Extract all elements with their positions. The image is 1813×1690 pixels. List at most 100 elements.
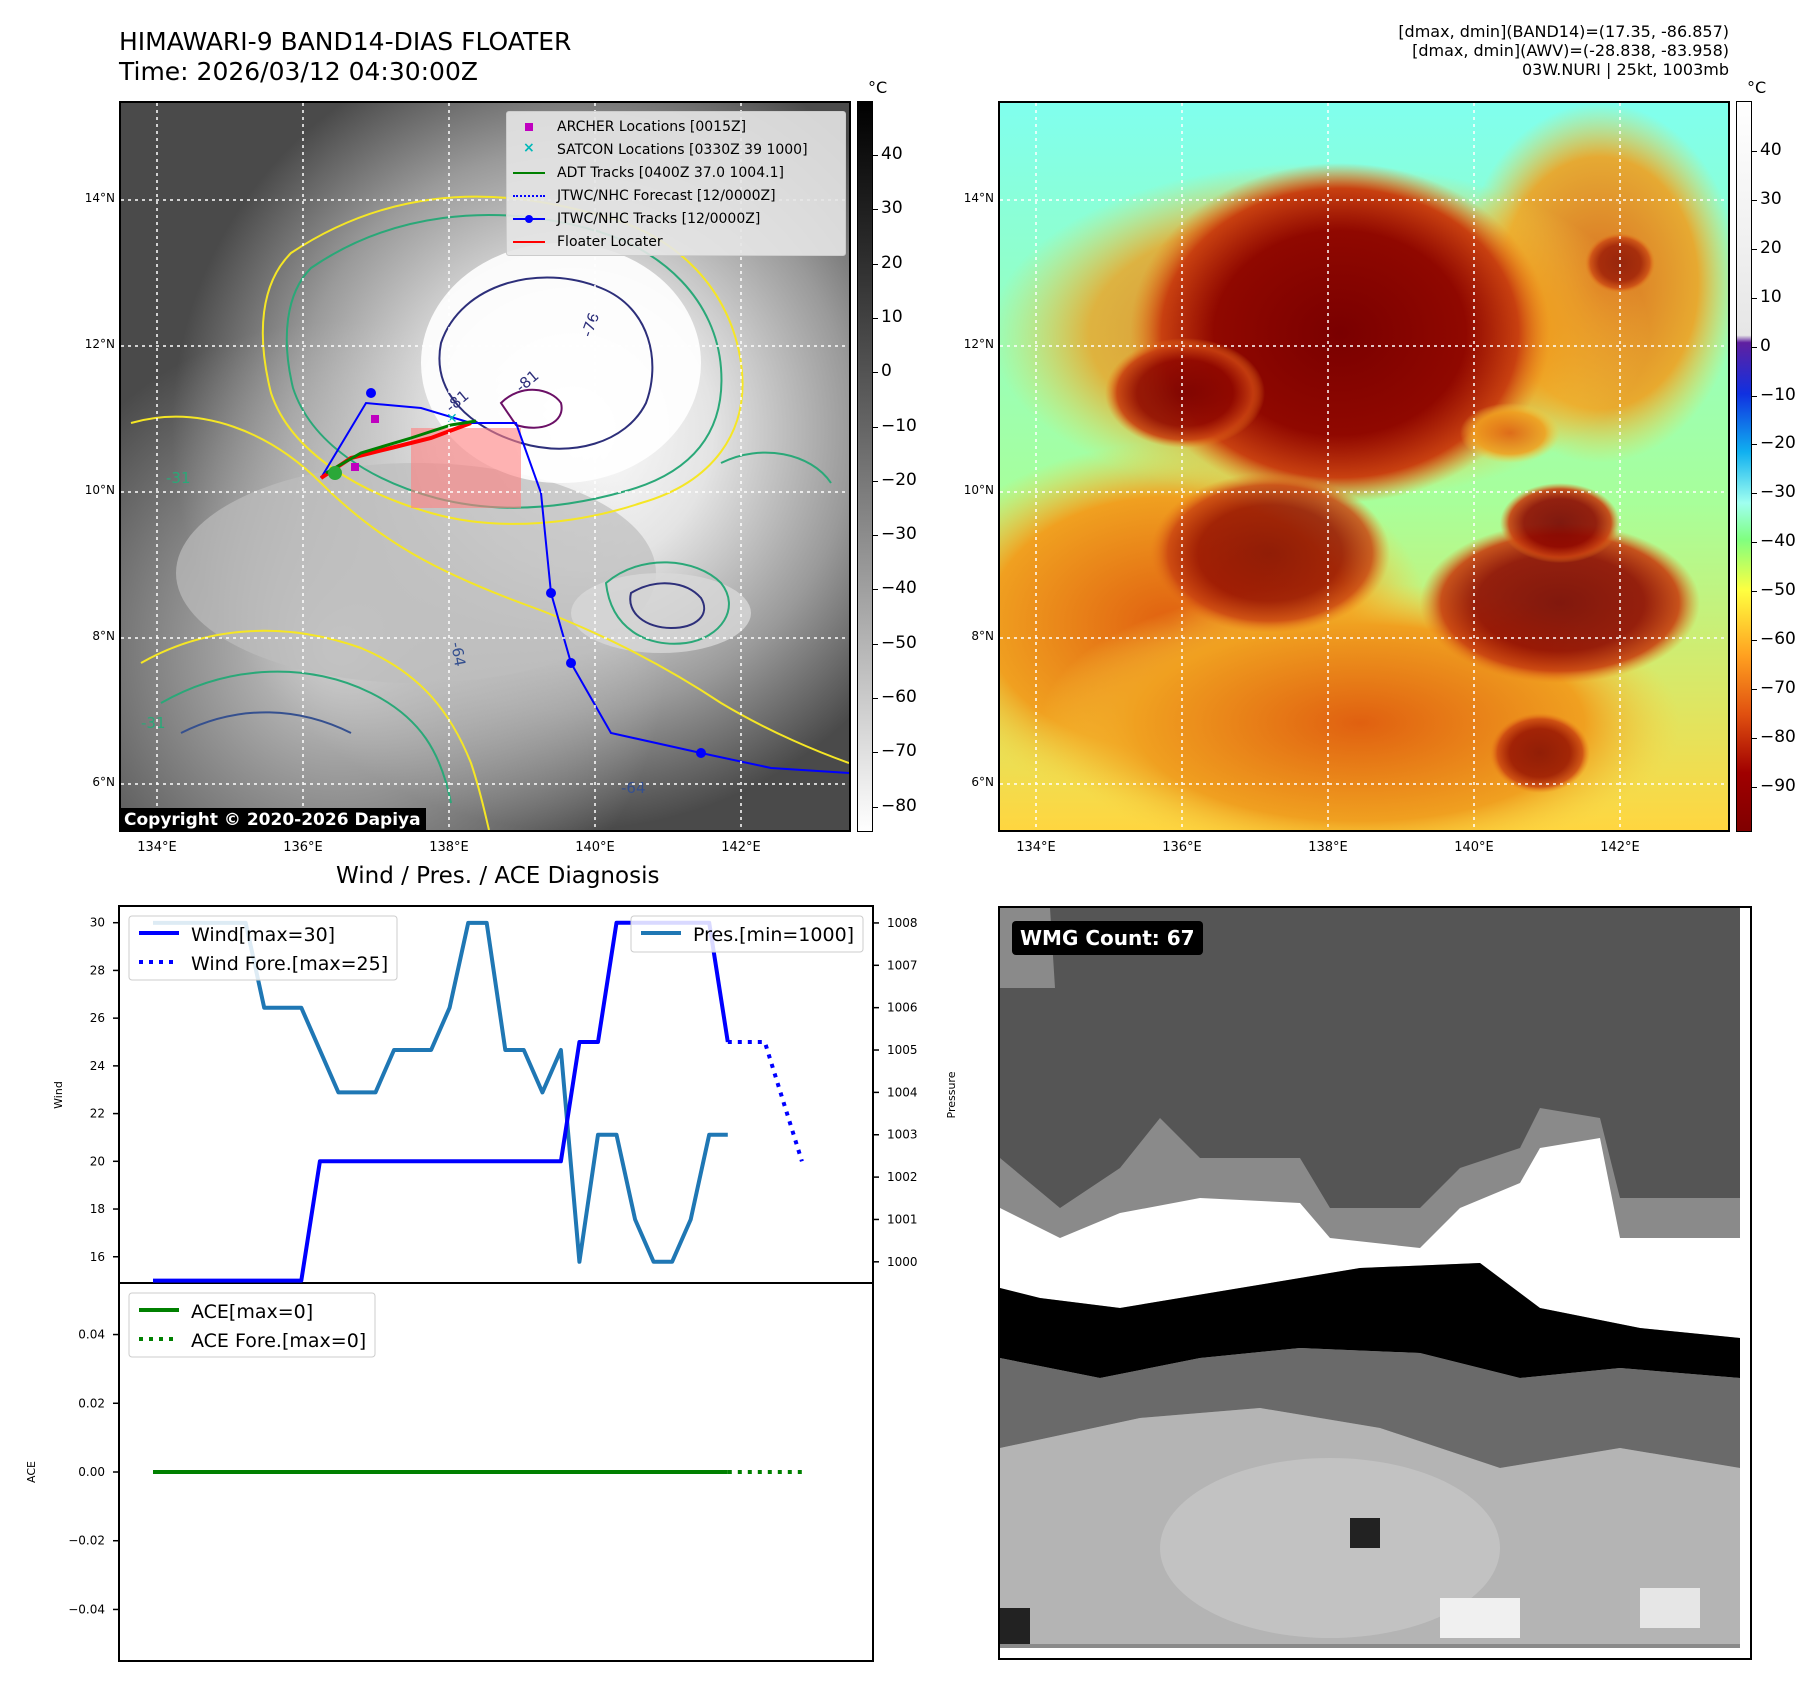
legend-item: ARCHER Locations [0015Z] [513, 116, 746, 138]
contour-label: -31 [141, 714, 166, 732]
lat-label: 12°N [84, 337, 115, 351]
wind-tick-label: 30 [90, 916, 105, 930]
colorbar-tick-mark [873, 155, 878, 156]
pressure-tick-label: 1004 [887, 1085, 918, 1099]
colorbar-tick-mark [873, 752, 878, 754]
pressure-tick-label: 1008 [887, 916, 918, 930]
lat-label: 14°N [84, 191, 115, 205]
legend-label: ADT Tracks [0400Z 37.0 1004.1] [557, 165, 784, 181]
colorbar-tick-mark [1752, 786, 1757, 788]
contour-label: -64 [621, 779, 646, 797]
legend-label: JTWC/NHC Forecast [12/0000Z] [557, 188, 776, 204]
legend-item: ADT Tracks [0400Z 37.0 1004.1] [513, 162, 784, 184]
legend-item: × SATCON Locations [0330Z 39 1000] [513, 139, 808, 161]
contour-label: -64 [447, 641, 469, 668]
lon-label: 138°E [429, 840, 469, 855]
wind-tick-label: 20 [90, 1154, 105, 1168]
colorbar-tick-mark [1752, 444, 1757, 446]
dias-colorbar [1736, 101, 1752, 832]
lon-label: 140°E [1454, 840, 1494, 855]
contour-label: -31 [166, 469, 191, 487]
colorbar-tick-label: −70 [1760, 677, 1796, 698]
pressure-tick-label: 1001 [887, 1212, 918, 1226]
colorbar-tick-mark [873, 698, 878, 699]
colorbar-tick-label: 20 [881, 252, 903, 273]
colorbar-tick-label: 40 [1760, 140, 1782, 160]
lon-label: 136°E [1162, 840, 1202, 855]
ace-tick-label: 0.02 [78, 1396, 105, 1410]
ir-colorbar-unit: °C [868, 78, 888, 97]
colorbar-tick-mark [1752, 395, 1757, 397]
colorbar-tick-mark [1752, 591, 1757, 593]
legend-label: JTWC/NHC Tracks [12/0000Z] [557, 211, 761, 227]
colorbar-tick-mark [1752, 493, 1757, 495]
dias-map-gridlines [1000, 103, 1728, 830]
lat-label: 8°N [971, 629, 994, 643]
legend-ace-forecast: ACE Fore.[max=0] [191, 1330, 366, 1352]
title-line-2: Time: 2026/03/12 04:30:00Z [119, 57, 478, 86]
wmg-count-badge: WMG Count: 67 [1012, 921, 1203, 955]
pressure-tick-label: 1000 [887, 1255, 918, 1269]
colorbar-tick-mark [873, 209, 878, 211]
legend-marker [513, 120, 545, 134]
wind-tick-label: 26 [90, 1011, 105, 1025]
wind-tick-label: 28 [90, 963, 105, 977]
colorbar-tick-label: 30 [1760, 188, 1782, 209]
ace-tick-label: 0.00 [78, 1465, 105, 1479]
info-line-3: 03W.NURI | 25kt, 1003mb [1521, 60, 1729, 79]
pressure-tick-label: 1005 [887, 1043, 918, 1057]
ir-colorbar [857, 101, 873, 832]
colorbar-tick-label: 40 [881, 144, 903, 164]
wmg-panel [998, 906, 1752, 1660]
colorbar-tick-label: −80 [881, 795, 917, 816]
colorbar-tick-label: −80 [1760, 726, 1796, 747]
ir-map-panel: ✕ -76 -81 -81 -31 -64 -64 -31 ARCHER Loc… [119, 101, 851, 832]
info-line-2: [dmax, dmin](AWV)=(-28.838, -83.958) [1412, 41, 1729, 60]
lon-label: 134°E [1016, 840, 1056, 855]
lon-label: 136°E [283, 840, 323, 855]
colorbar-tick-mark [1752, 688, 1757, 690]
storm-info: [dmax, dmin](BAND14)=(17.35, -86.857) [d… [1398, 22, 1729, 79]
legend-label: Floater Locater [557, 234, 663, 250]
colorbar-tick-mark [1752, 151, 1757, 152]
info-line-1: [dmax, dmin](BAND14)=(17.35, -86.857) [1398, 22, 1729, 41]
wind-legend: Wind[max=30] Wind Fore.[max=25] [128, 915, 398, 981]
colorbar-tick-mark [873, 480, 878, 482]
pressure-tick-label: 1003 [887, 1128, 918, 1142]
lat-label: 6°N [971, 775, 994, 789]
wmg-image [1000, 908, 1750, 1658]
colorbar-tick-label: −30 [1760, 482, 1796, 503]
legend-marker [513, 166, 545, 180]
colorbar-tick-label: 0 [881, 361, 892, 382]
lat-label: 8°N [92, 629, 115, 643]
colorbar-tick-mark [873, 806, 878, 808]
colorbar-tick-mark [873, 426, 878, 428]
colorbar-tick-mark [1752, 737, 1757, 739]
wind-tick-label: 18 [90, 1202, 105, 1216]
ace-ylabel: ACE [25, 1461, 38, 1483]
pressure-tick-label: 1006 [887, 1001, 918, 1015]
legend-item: JTWC/NHC Forecast [12/0000Z] [513, 185, 776, 207]
dias-colorbar-unit: °C [1747, 78, 1767, 97]
lon-label: 138°E [1308, 840, 1348, 855]
pressure-tick-label: 1002 [887, 1170, 918, 1184]
colorbar-tick-label: −90 [1760, 775, 1796, 796]
legend-ace: ACE[max=0] [191, 1301, 313, 1323]
diag-title: Wind / Pres. / ACE Diagnosis [336, 863, 660, 889]
wind-tick-label: 22 [90, 1107, 105, 1121]
lat-label: 10°N [84, 483, 115, 497]
pressure-ylabel: Pressure [945, 1071, 958, 1118]
lat-label: 6°N [92, 775, 115, 789]
lon-label: 134°E [137, 840, 177, 855]
ace-tick-label: −0.04 [68, 1602, 105, 1616]
legend-label: ARCHER Locations [0015Z] [557, 119, 747, 135]
colorbar-tick-mark [1752, 199, 1757, 201]
legend-marker [513, 189, 545, 203]
svg-text:✕: ✕ [446, 411, 458, 427]
wind-tick-label: 16 [90, 1250, 105, 1264]
colorbar-tick-label: 10 [881, 306, 903, 327]
lon-label: 140°E [575, 840, 615, 855]
figure-title: HIMAWARI-9 BAND14-DIAS FLOATER Time: 202… [119, 27, 571, 87]
colorbar-tick-mark [1752, 640, 1757, 641]
pressure-tick-label: 1007 [887, 958, 918, 972]
